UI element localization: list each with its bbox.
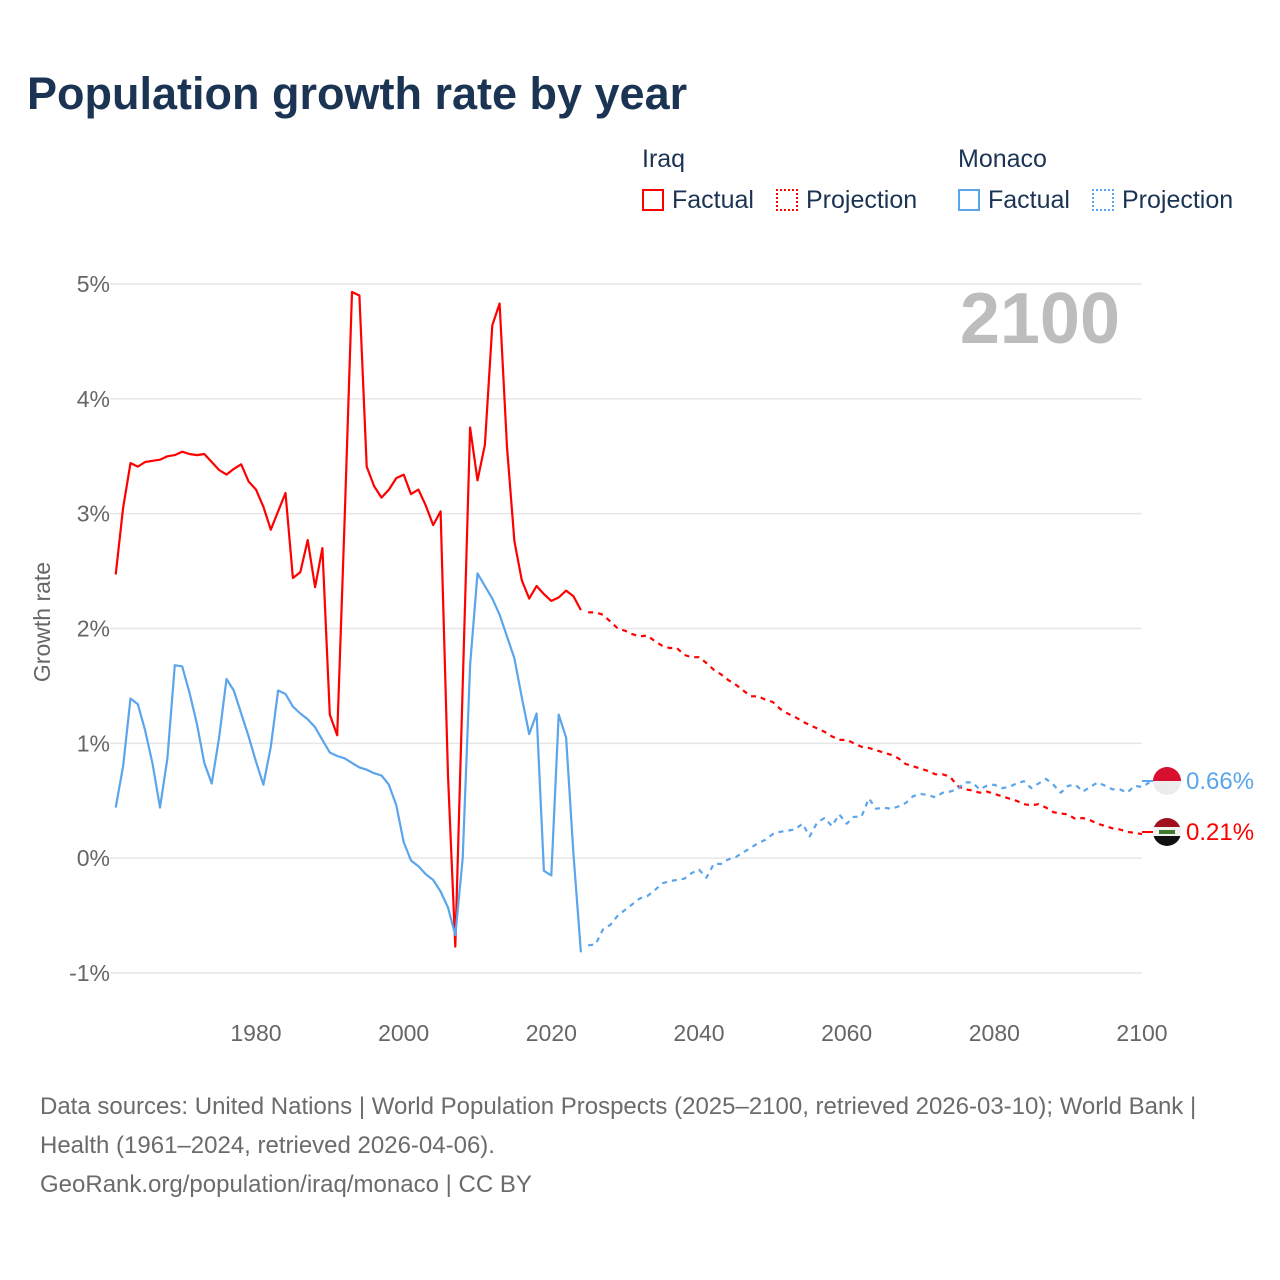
legend-item-iraq-factual[interactable]: Factual <box>642 186 754 215</box>
iraq-flag-icon <box>1153 818 1181 846</box>
legend-label: Projection <box>806 186 918 214</box>
x-tick-label: 2100 <box>1116 1020 1167 1046</box>
iraq-projection-line <box>588 611 1143 836</box>
y-axis-label: Growth rate <box>29 562 55 682</box>
x-tick-label: 2020 <box>526 1020 577 1046</box>
monaco-factual-line <box>114 572 582 953</box>
legend-item-iraq-projection[interactable]: Projection <box>776 186 917 215</box>
y-tick-label: 5% <box>77 271 110 297</box>
legend-item-monaco-factual[interactable]: Factual <box>958 186 1070 215</box>
x-tick-label: 2000 <box>378 1020 429 1046</box>
legend-label: Factual <box>672 186 754 214</box>
y-tick-label: 3% <box>77 501 110 527</box>
y-tick-label: 1% <box>77 730 110 756</box>
solid-swatch-icon <box>958 189 980 211</box>
iraq-factual-line <box>114 290 582 948</box>
monaco-end-value: 0.66% <box>1186 768 1254 795</box>
credit-link[interactable]: GeoRank.org/population/iraq/monaco | CC … <box>40 1171 532 1198</box>
y-tick-label: 0% <box>77 845 110 871</box>
dotted-swatch-icon <box>1092 189 1114 211</box>
x-tick-label: 1980 <box>230 1020 281 1046</box>
legend-label: Factual <box>988 186 1070 214</box>
y-tick-label: 4% <box>77 386 110 412</box>
x-tick-label: 2060 <box>821 1020 872 1046</box>
x-tick-label: 2080 <box>969 1020 1020 1046</box>
footer: Data sources: United Nations | World Pop… <box>40 1087 1240 1204</box>
legend-item-monaco-projection[interactable]: Projection <box>1092 186 1233 215</box>
legend-group-iraq-title: Iraq <box>642 145 686 173</box>
data-sources: Data sources: United Nations | World Pop… <box>40 1093 1197 1159</box>
current-year-label: 2100 <box>960 279 1120 359</box>
page-title: Population growth rate by year <box>27 68 688 119</box>
dotted-swatch-icon <box>776 189 798 211</box>
iraq-end-value: 0.21% <box>1186 819 1254 846</box>
y-tick-label: -1% <box>69 960 110 986</box>
y-tick-label: 2% <box>77 616 110 642</box>
monaco-flag-icon <box>1153 767 1181 795</box>
legend-label: Projection <box>1122 186 1234 214</box>
x-tick-label: 2040 <box>673 1020 724 1046</box>
monaco-projection-line <box>588 777 1150 947</box>
solid-swatch-icon <box>642 189 664 211</box>
legend-group-monaco-title: Monaco <box>958 145 1047 173</box>
